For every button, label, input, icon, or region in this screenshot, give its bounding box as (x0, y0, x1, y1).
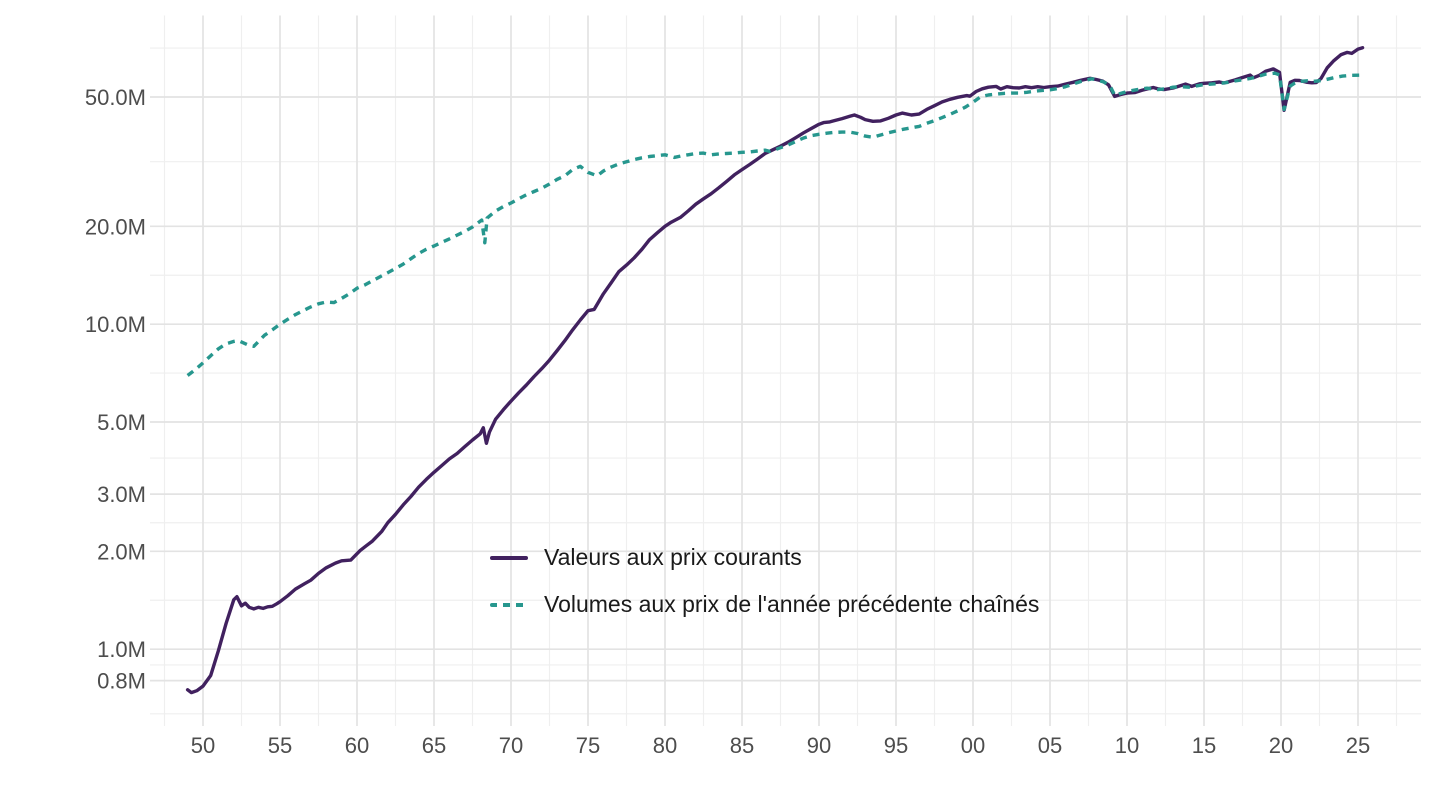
x-axis-tick-label: 20 (1269, 733, 1293, 758)
legend-label-valeurs: Valeurs aux prix courants (544, 544, 802, 570)
x-axis-tick-label: 90 (807, 733, 831, 758)
y-axis-tick-label: 2.0M (97, 539, 146, 564)
y-axis-tick-label: 20.0M (85, 214, 146, 239)
y-axis-labels: 0.8M 1.0M 2.0M 3.0M 5.0M 10.0M 20.0M 50.0M (85, 85, 146, 694)
y-axis-tick-label: 5.0M (97, 410, 146, 435)
x-axis-labels: 50 55 60 65 70 75 80 85 90 95 00 05 10 15 20 25 (191, 733, 1370, 758)
series-line-valeurs (185, 46, 1365, 695)
legend-entry-valeurs: Valeurs aux prix courants (490, 541, 1039, 574)
legend-label-volumes: Volumes aux prix de l'année précédente c… (544, 591, 1040, 617)
x-axis-tick-label: 70 (499, 733, 523, 758)
gridlines-major (150, 15, 1421, 726)
gridlines-minor (150, 15, 1421, 726)
x-axis-tick-label: 80 (653, 733, 677, 758)
legend-key-dashed-line-icon (490, 588, 528, 622)
x-axis-tick-label: 15 (1192, 733, 1216, 758)
legend-entry-volumes: Volumes aux prix de l'année précédente c… (490, 588, 1039, 621)
x-axis-tick-label: 50 (191, 733, 215, 758)
x-axis-tick-label: 60 (345, 733, 369, 758)
x-axis-tick-label: 10 (1115, 733, 1139, 758)
y-axis-tick-label: 10.0M (85, 312, 146, 337)
x-axis-tick-label: 85 (730, 733, 754, 758)
y-axis-tick-label: 1.0M (97, 637, 146, 662)
series-line-volumes (186, 71, 1362, 377)
x-axis-tick-label: 55 (268, 733, 292, 758)
y-axis-tick-label: 50.0M (85, 85, 146, 110)
chart-legend: Valeurs aux prix courants Volumes aux pr… (490, 541, 1039, 621)
legend-key-solid-line-icon (490, 541, 528, 575)
x-axis-tick-label: 00 (961, 733, 985, 758)
x-axis-tick-label: 75 (576, 733, 600, 758)
x-axis-tick-label: 05 (1038, 733, 1062, 758)
x-axis-tick-label: 95 (884, 733, 908, 758)
x-axis-tick-label: 25 (1346, 733, 1370, 758)
x-axis-tick-label: 65 (422, 733, 446, 758)
y-axis-tick-label: 0.8M (97, 669, 146, 694)
y-axis-tick-label: 3.0M (97, 482, 146, 507)
